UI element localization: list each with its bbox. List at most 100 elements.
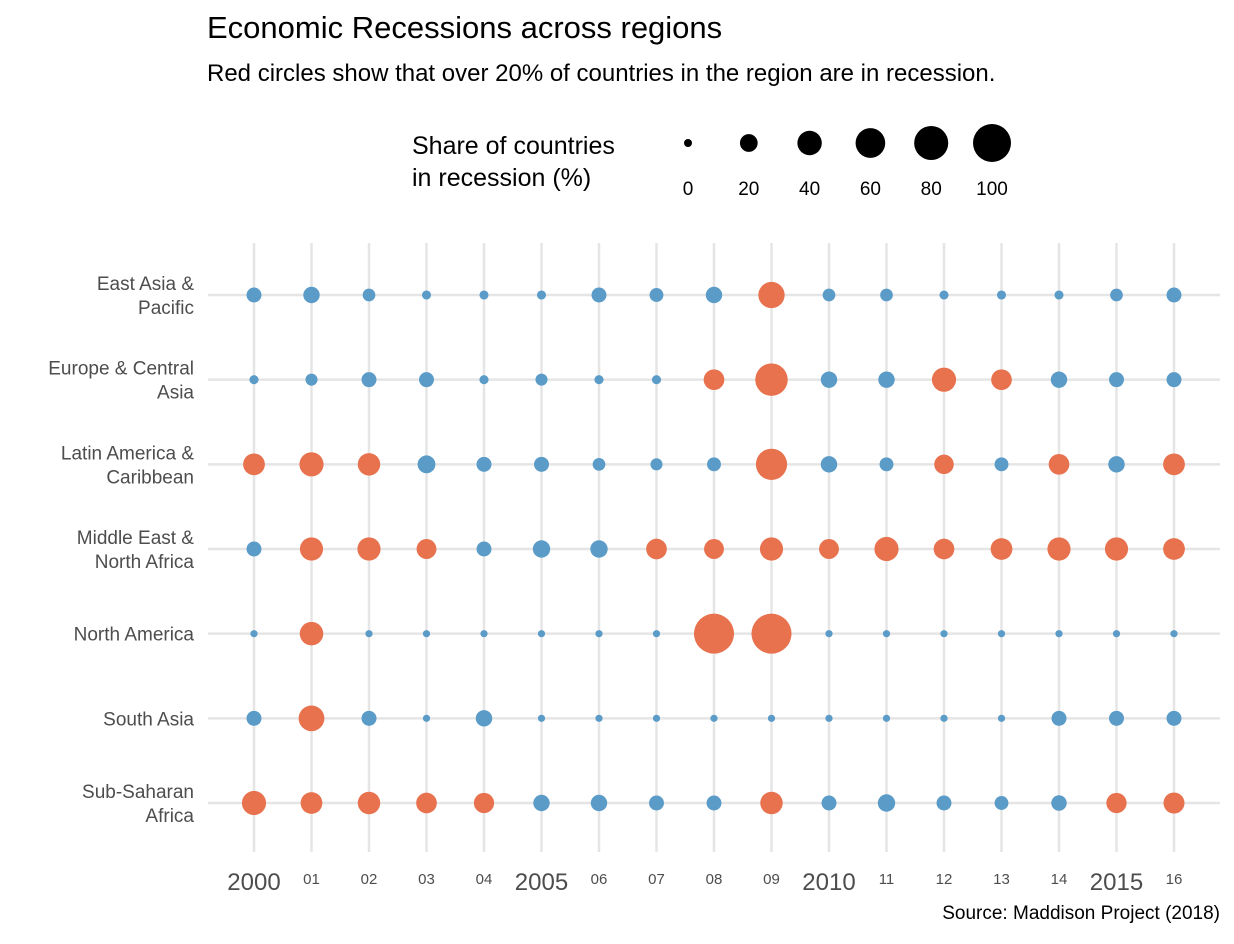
x-tick-label: 06	[591, 871, 608, 888]
data-point	[755, 363, 788, 396]
data-point	[1163, 453, 1185, 476]
x-tick-label: 11	[879, 871, 895, 888]
data-point	[537, 714, 546, 722]
data-point	[416, 792, 437, 814]
data-point	[760, 791, 783, 815]
data-point	[246, 287, 262, 303]
legend-label: 60	[860, 179, 881, 200]
data-point	[934, 454, 954, 475]
data-point	[694, 613, 734, 654]
data-point	[825, 630, 833, 638]
legend-label: 80	[921, 179, 942, 200]
data-point	[1051, 710, 1067, 726]
data-point	[882, 714, 891, 722]
x-tick-label: 2000	[227, 869, 280, 896]
data-point	[595, 714, 603, 722]
data-point	[646, 538, 667, 560]
x-tick-label: 04	[476, 871, 493, 888]
x-tick-label: 12	[936, 871, 953, 888]
x-tick-label: 02	[361, 871, 378, 888]
data-point	[820, 456, 838, 473]
data-point	[651, 375, 662, 385]
data-point	[536, 290, 547, 300]
data-point	[759, 537, 784, 561]
data-point	[299, 452, 324, 477]
legend-title-line-2: in recession (%)	[412, 164, 591, 192]
data-point	[1104, 537, 1129, 561]
x-tick-label: 01	[303, 871, 320, 888]
data-point	[751, 613, 792, 654]
data-point	[1106, 792, 1127, 814]
legend-label: 0	[683, 179, 694, 200]
data-point	[421, 290, 432, 300]
data-point	[880, 288, 893, 302]
data-point	[473, 792, 495, 814]
data-point	[249, 375, 259, 385]
y-tick-label: Europe & Central	[48, 359, 194, 380]
y-tick-label: North America	[74, 625, 195, 646]
legend-circle	[739, 134, 758, 152]
x-tick-label: 07	[648, 871, 665, 888]
legend-label: 20	[738, 179, 759, 200]
data-point	[422, 630, 431, 638]
data-point	[250, 630, 258, 638]
legend-label: 40	[799, 179, 820, 200]
y-tick-label: Africa	[145, 806, 194, 827]
data-point	[878, 371, 895, 388]
data-point	[591, 287, 607, 303]
data-point	[1163, 538, 1185, 560]
data-point	[825, 714, 833, 722]
data-point	[821, 795, 837, 811]
data-point	[592, 457, 606, 471]
legend-circle	[797, 130, 822, 156]
data-point	[931, 367, 957, 392]
data-point	[822, 288, 836, 302]
y-tick-label: Caribbean	[106, 467, 194, 488]
data-point	[300, 792, 323, 814]
data-point	[479, 290, 489, 300]
data-point	[479, 375, 489, 385]
data-point	[590, 540, 608, 558]
data-point	[416, 539, 437, 559]
data-point	[882, 630, 891, 638]
size-legend: Share of countries in recession (%) 0 20 4…	[412, 124, 1011, 200]
y-tick-label: South Asia	[103, 709, 194, 730]
data-point	[1048, 454, 1070, 475]
data-point	[422, 714, 431, 722]
data-point	[1109, 372, 1124, 388]
y-tick-label: Latin America &	[61, 443, 194, 464]
data-points	[241, 281, 1185, 816]
data-point	[990, 538, 1013, 560]
data-point	[939, 290, 949, 300]
data-point	[419, 372, 434, 388]
data-point	[820, 371, 838, 388]
data-point	[819, 539, 839, 559]
x-axis-labels: 2000 01 02 03 04 2005 06 07 08 09 2010 11 12 13 14 2015…	[227, 869, 1182, 896]
data-point	[874, 536, 899, 562]
data-point	[303, 286, 320, 304]
data-point	[357, 537, 381, 561]
chart-subtitle: Red circles show that over 20% of countr…	[207, 60, 996, 87]
x-tick-label: 09	[763, 871, 780, 888]
data-point	[417, 455, 436, 474]
data-point	[758, 281, 785, 309]
data-point	[357, 453, 381, 476]
data-point	[1112, 630, 1121, 638]
y-axis-labels: East Asia & Pacific Europe & Central Asia La…	[48, 274, 194, 827]
data-point	[1055, 630, 1063, 638]
data-point	[475, 710, 493, 727]
x-tick-label: 2010	[802, 869, 855, 896]
y-tick-label: Middle East &	[77, 528, 195, 549]
data-point	[305, 373, 318, 386]
data-point	[1170, 630, 1178, 638]
x-tick-label: 08	[706, 871, 723, 888]
data-point	[299, 621, 324, 646]
data-point	[1109, 710, 1124, 726]
data-point	[994, 457, 1009, 472]
data-point	[595, 630, 603, 638]
y-tick-label: Asia	[157, 383, 194, 404]
data-point	[533, 794, 550, 812]
data-point	[590, 794, 608, 812]
data-point	[940, 630, 948, 638]
data-point	[994, 796, 1009, 810]
